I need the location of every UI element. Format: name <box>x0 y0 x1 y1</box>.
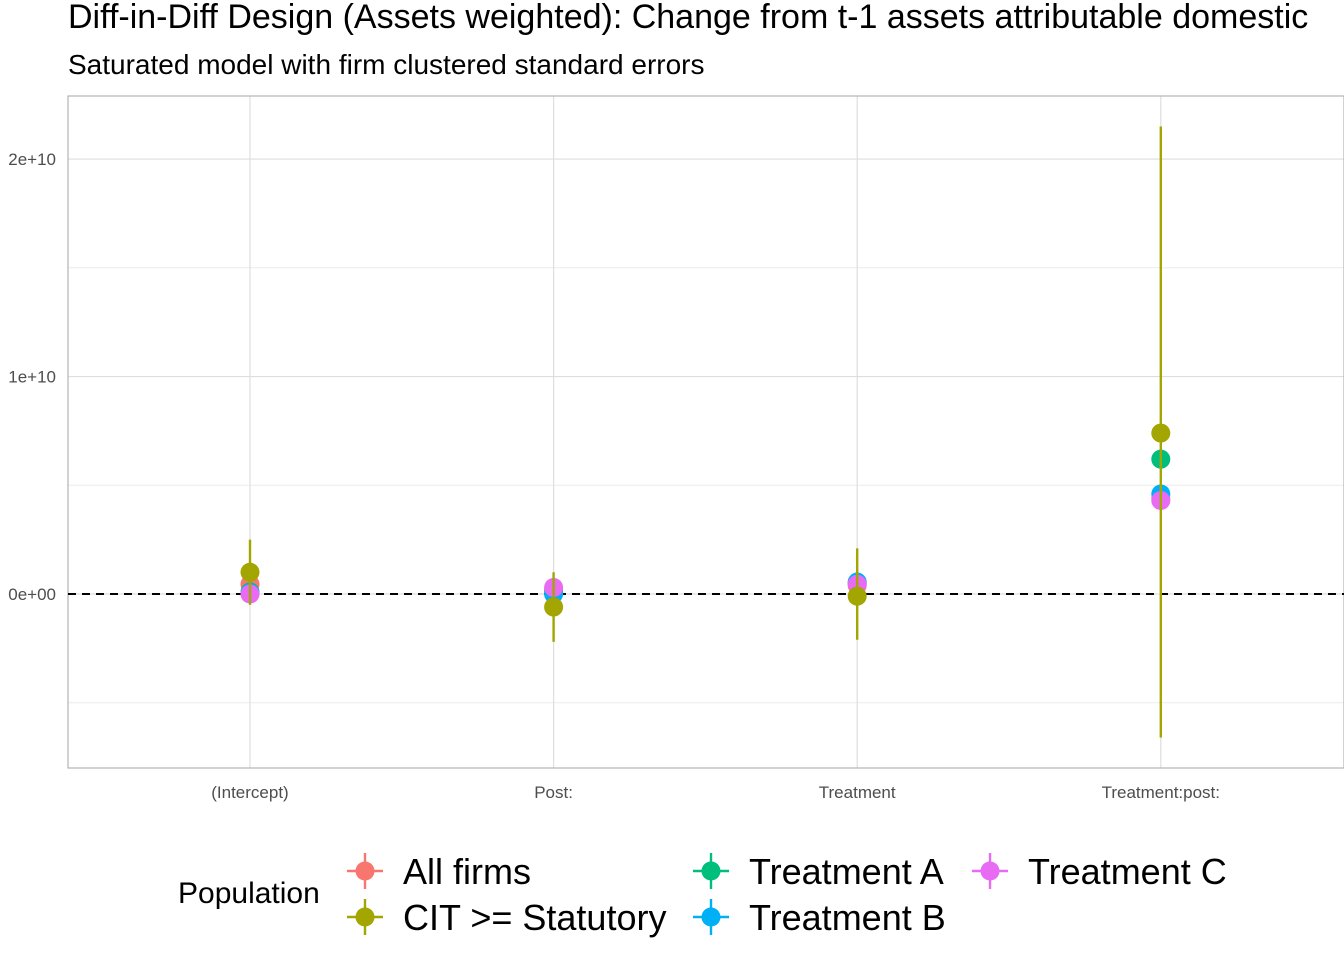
legend-key-point <box>355 907 375 927</box>
legend-label: Treatment A <box>749 851 944 892</box>
data-marks <box>240 126 1171 738</box>
x-tick-label: Post: <box>534 783 573 802</box>
data-point <box>847 586 867 606</box>
legend-key-point <box>355 861 375 881</box>
legend-key <box>347 853 383 889</box>
data-point <box>544 597 564 617</box>
legend: Population All firms CIT >= Statutory Trea… <box>178 851 1227 938</box>
legend-key-point <box>980 861 1000 881</box>
x-tick-label: Treatment:post: <box>1102 783 1220 802</box>
legend-key <box>972 853 1008 889</box>
legend-key <box>693 899 729 935</box>
legend-key <box>693 853 729 889</box>
legend-label: Treatment C <box>1028 851 1227 892</box>
panel-background <box>68 96 1344 768</box>
legend-label: Treatment B <box>749 897 946 938</box>
legend-label: All firms <box>403 851 531 892</box>
x-tick-label: (Intercept) <box>211 783 288 802</box>
x-tick-label: Treatment <box>819 783 896 802</box>
y-axis-ticks: 0e+00 1e+10 2e+10 <box>8 150 56 604</box>
y-tick-label: 2e+10 <box>8 150 56 169</box>
legend-key <box>347 899 383 935</box>
y-tick-label: 0e+00 <box>8 585 56 604</box>
series-cit-statutory <box>240 126 1171 738</box>
legend-label: CIT >= Statutory <box>403 897 666 938</box>
panel-border <box>67 95 1344 769</box>
legend-key-point <box>701 907 721 927</box>
x-axis-ticks: (Intercept) Post: Treatment Treatment:post: <box>211 783 1220 802</box>
data-point <box>1151 423 1171 443</box>
chart-title: Diff-in-Diff Design (Assets weighted): C… <box>68 0 1308 36</box>
y-tick-label: 1e+10 <box>8 368 56 387</box>
legend-key-point <box>701 861 721 881</box>
legend-title: Population <box>178 877 320 910</box>
data-point <box>240 562 260 582</box>
chart-subtitle: Saturated model with firm clustered stan… <box>68 49 705 80</box>
